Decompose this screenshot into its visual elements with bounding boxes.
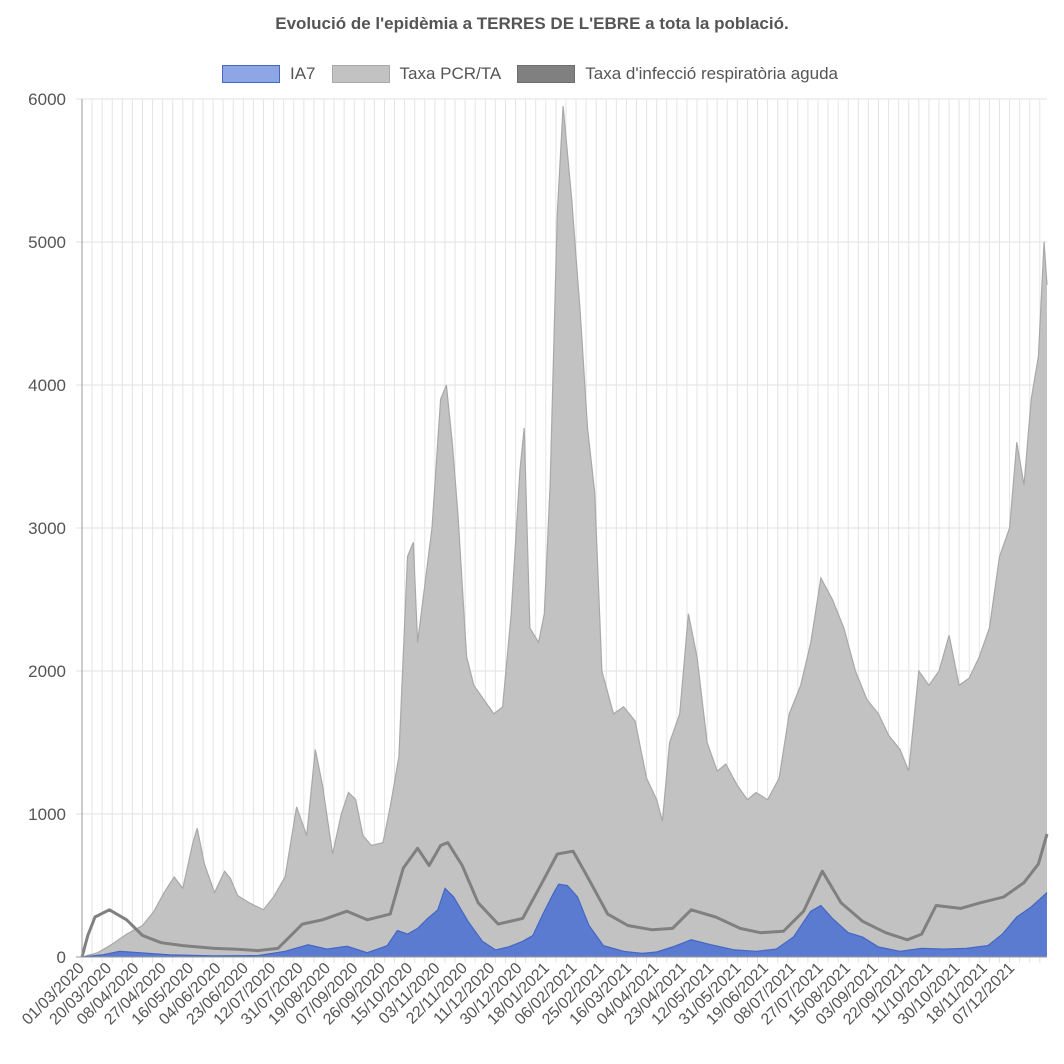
y-tick-label: 3000 (28, 519, 66, 538)
legend-item-pcr[interactable]: Taxa PCR/TA (331, 64, 506, 84)
series-pcr-line (81, 106, 1048, 958)
y-tick-label: 6000 (28, 90, 66, 109)
legend-item-ia7[interactable]: IA7 (222, 64, 320, 84)
y-tick-label: 2000 (28, 662, 66, 681)
series-ira-line (80, 833, 1049, 958)
legend: IA7 Taxa PCR/TA Taxa d'infecció respirat… (0, 64, 1064, 84)
legend-swatch-pcr (331, 65, 390, 83)
legend-label-ira: Taxa d'infecció respiratòria aguda (585, 64, 838, 83)
legend-label-pcr: Taxa PCR/TA (399, 64, 502, 83)
y-tick-label: 5000 (28, 233, 66, 252)
legend-swatch-ira (517, 65, 576, 83)
y-tick-label: 1000 (28, 805, 66, 824)
series-pcr-area (82, 106, 1047, 958)
y-tick-label: 0 (57, 948, 66, 967)
series-ia7-line (81, 883, 1048, 958)
legend-label-ia7: IA7 (290, 64, 316, 83)
series-ia7-area (82, 884, 1047, 957)
chart-title: Evolució de l'epidèmia a TERRES DE L'EBR… (275, 14, 789, 33)
legend-item-ira[interactable]: Taxa d'infecció respiratòria aguda (517, 64, 842, 84)
y-tick-label: 4000 (28, 376, 66, 395)
legend-swatch-ia7 (222, 65, 280, 83)
